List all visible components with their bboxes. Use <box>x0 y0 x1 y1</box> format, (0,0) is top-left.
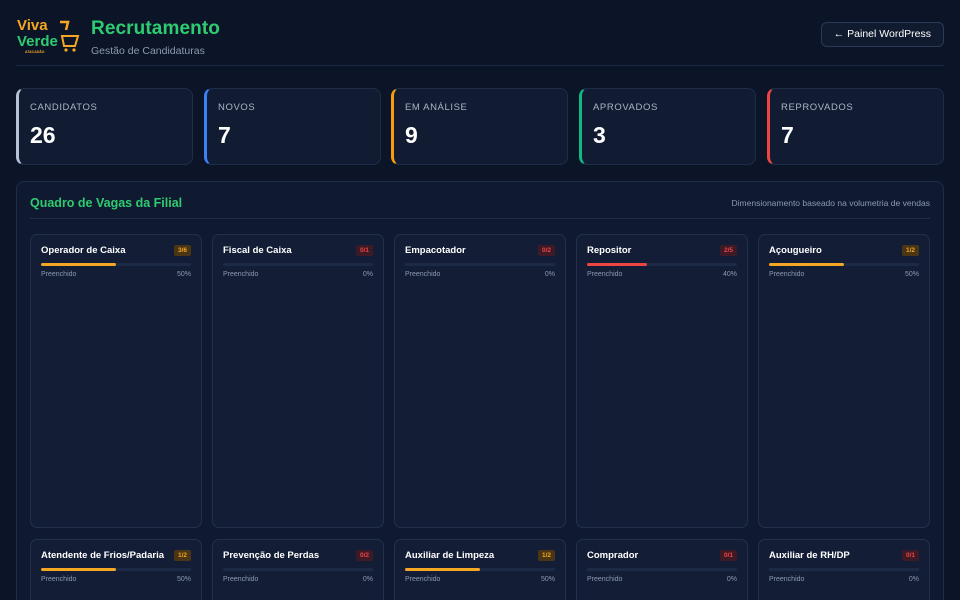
job-name: Auxiliar de RH/DP <box>769 550 850 561</box>
job-fill-label: Preenchido <box>587 271 623 278</box>
job-progress-track <box>41 568 191 571</box>
job-fill-label: Preenchido <box>769 271 805 278</box>
job-percent: 0% <box>726 576 737 583</box>
job-card-comprador[interactable]: Comprador 0/1 Preenchido 0% <box>576 539 748 600</box>
job-count-badge: 0/2 <box>537 245 555 256</box>
job-percent: 0% <box>362 271 373 278</box>
wordpress-panel-button[interactable]: ← Painel WordPress <box>820 22 944 47</box>
stats-row: CANDIDATOS 26 NOVOS 7 EM ANÁLISE 9 APROV… <box>16 88 944 165</box>
job-progress-track <box>223 263 373 266</box>
job-progress-fill <box>769 263 844 266</box>
stat-card-novos[interactable]: NOVOS 7 <box>204 88 381 165</box>
stat-card-reprovados[interactable]: REPROVADOS 7 <box>767 88 944 165</box>
job-name: Prevenção de Perdas <box>223 550 320 561</box>
job-count-badge: 0/1 <box>901 550 919 561</box>
divider <box>30 218 930 219</box>
stat-label: NOVOS <box>218 102 256 113</box>
job-progress-track <box>405 568 555 571</box>
job-name: Auxiliar de Limpeza <box>405 550 495 561</box>
page-title: Recrutamento <box>91 18 220 39</box>
brand-logo: Viva Verde ATACADÃO <box>16 16 82 56</box>
job-name: Fiscal de Caixa <box>223 245 292 256</box>
job-progress-fill <box>405 568 480 571</box>
stat-label: APROVADOS <box>593 102 658 113</box>
page-subtitle: Gestão de Candidaturas <box>91 45 205 57</box>
svg-text:Verde: Verde <box>17 33 58 50</box>
stat-card-em-analise[interactable]: EM ANÁLISE 9 <box>391 88 568 165</box>
stat-label: CANDIDATOS <box>30 102 98 113</box>
job-percent: 0% <box>544 271 555 278</box>
job-fill-label: Preenchido <box>41 271 77 278</box>
job-card-empacotador[interactable]: Empacotador 0/2 Preenchido 0% <box>394 234 566 528</box>
svg-text:Viva: Viva <box>17 17 48 34</box>
job-count-badge: 3/6 <box>173 245 191 256</box>
app-header: Viva Verde ATACADÃO Recrutamento Gestão … <box>16 14 944 66</box>
job-count-badge: 1/2 <box>901 245 919 256</box>
job-name: Operador de Caixa <box>41 245 126 256</box>
job-progress-track <box>405 263 555 266</box>
job-percent: 40% <box>722 271 737 278</box>
job-card-acougueiro[interactable]: Açougueiro 1/2 Preenchido 50% <box>758 234 930 528</box>
job-percent: 50% <box>540 576 555 583</box>
job-count-badge: 0/1 <box>719 550 737 561</box>
job-card-auxiliar-rh-dp[interactable]: Auxiliar de RH/DP 0/1 Preenchido 0% <box>758 539 930 600</box>
job-card-fiscal-de-caixa[interactable]: Fiscal de Caixa 0/1 Preenchido 0% <box>212 234 384 528</box>
job-progress-fill <box>587 263 647 266</box>
job-card-atendente-frios-padaria[interactable]: Atendente de Frios/Padaria 1/2 Preenchid… <box>30 539 202 600</box>
job-fill-label: Preenchido <box>405 576 441 583</box>
job-count-badge: 1/2 <box>537 550 555 561</box>
stat-label: REPROVADOS <box>781 102 854 113</box>
job-name: Repositor <box>587 245 632 256</box>
job-progress-track <box>769 568 919 571</box>
job-fill-label: Preenchido <box>769 576 805 583</box>
job-name: Açougueiro <box>769 245 822 256</box>
job-progress-track <box>587 263 737 266</box>
job-fill-label: Preenchido <box>223 576 259 583</box>
stat-value: 7 <box>218 122 231 148</box>
job-progress-fill <box>41 263 116 266</box>
job-percent: 50% <box>904 271 919 278</box>
job-name: Empacotador <box>405 245 466 256</box>
job-fill-label: Preenchido <box>41 576 77 583</box>
viva-verde-logo-icon: Viva Verde ATACADÃO <box>17 17 80 54</box>
stat-label: EM ANÁLISE <box>405 102 468 113</box>
job-count-badge: 2/5 <box>719 245 737 256</box>
job-fill-label: Preenchido <box>587 576 623 583</box>
job-count-badge: 1/2 <box>173 550 191 561</box>
job-count-badge: 0/2 <box>355 550 373 561</box>
job-percent: 0% <box>362 576 373 583</box>
stat-value: 3 <box>593 122 606 148</box>
job-progress-fill <box>41 568 116 571</box>
job-card-operador-de-caixa[interactable]: Operador de Caixa 3/6 Preenchido 50% <box>30 234 202 528</box>
stat-value: 26 <box>30 122 56 148</box>
job-fill-label: Preenchido <box>223 271 259 278</box>
job-name: Atendente de Frios/Padaria <box>41 550 165 561</box>
job-board-panel: Quadro de Vagas da Filial Dimensionament… <box>16 181 944 600</box>
svg-text:ATACADÃO: ATACADÃO <box>25 49 45 54</box>
stat-card-aprovados[interactable]: APROVADOS 3 <box>579 88 756 165</box>
job-card-auxiliar-de-limpeza[interactable]: Auxiliar de Limpeza 1/2 Preenchido 50% <box>394 539 566 600</box>
job-percent: 50% <box>176 576 191 583</box>
job-name: Comprador <box>587 550 639 561</box>
job-card-prevencao-de-perdas[interactable]: Prevenção de Perdas 0/2 Preenchido 0% <box>212 539 384 600</box>
job-fill-label: Preenchido <box>405 271 441 278</box>
job-progress-track <box>587 568 737 571</box>
job-progress-track <box>41 263 191 266</box>
job-count-badge: 0/1 <box>355 245 373 256</box>
stat-card-candidatos[interactable]: CANDIDATOS 26 <box>16 88 193 165</box>
panel-note: Dimensionamento baseado na volumetria de… <box>731 198 930 208</box>
panel-title: Quadro de Vagas da Filial <box>30 196 183 210</box>
stat-value: 9 <box>405 122 418 148</box>
job-progress-track <box>223 568 373 571</box>
stat-value: 7 <box>781 122 794 148</box>
job-percent: 50% <box>176 271 191 278</box>
job-percent: 0% <box>908 576 919 583</box>
title-block: Recrutamento Gestão de Candidaturas <box>91 18 220 57</box>
job-card-repositor[interactable]: Repositor 2/5 Preenchido 40% <box>576 234 748 528</box>
job-progress-track <box>769 263 919 266</box>
